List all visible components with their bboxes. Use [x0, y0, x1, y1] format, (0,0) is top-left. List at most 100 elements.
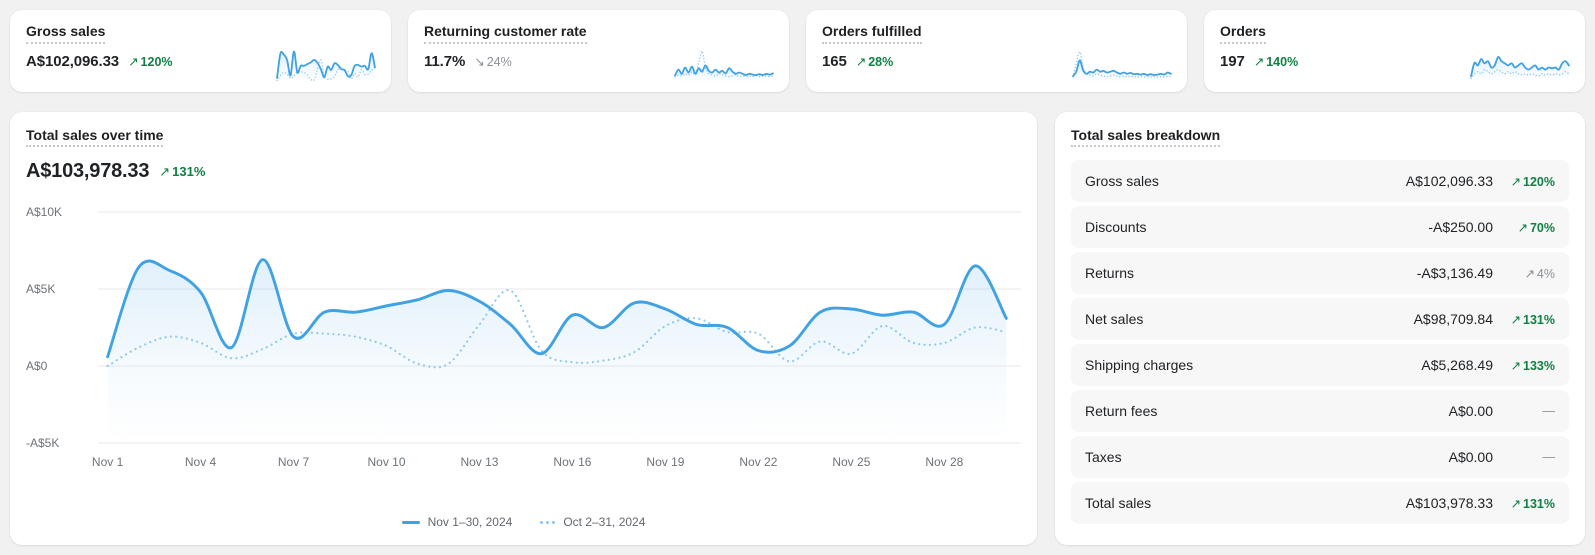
x-axis-tick-label: Nov 16 — [553, 455, 592, 470]
breakdown-row-label: Return fees — [1085, 403, 1158, 420]
delta-value: 28% — [868, 54, 894, 69]
metric-value-row: A$102,096.33 ↗ 120% — [26, 53, 375, 70]
chart-total-value: A$103,978.33 — [26, 160, 150, 183]
metric-title[interactable]: Gross sales — [26, 23, 106, 44]
breakdown-row-delta: — — [1493, 404, 1556, 419]
total-sales-chart[interactable] — [98, 205, 1021, 449]
breakdown-row-value: -A$3,136.49 — [1416, 265, 1493, 282]
breakdown-row-delta: ↗ 133% — [1493, 358, 1555, 373]
sparkline-area — [1471, 56, 1569, 83]
metric-value: 165 — [822, 52, 847, 70]
breakdown-row-value: A$0.00 — [1448, 449, 1493, 466]
total-sales-over-time-card: Total sales over time A$103,978.33 ↗ 131%… — [10, 111, 1037, 545]
y-axis-tick-label: A$5K — [26, 282, 56, 297]
breakdown-row-gross-sales: Gross sales A$102,096.33 ↗ 120% — [1071, 160, 1569, 203]
current-period-line — [106, 258, 1008, 359]
y-axis-tick-label: -A$5K — [26, 436, 60, 451]
breakdown-row-net-sales: Net sales A$98,709.84 ↗ 131% — [1071, 298, 1569, 341]
trend-arrow-icon: ↗ — [1510, 174, 1522, 189]
y-axis-tick-label: A$0 — [26, 359, 48, 374]
metric-title[interactable]: Orders — [1220, 23, 1266, 44]
delta-value: — — [1542, 450, 1556, 465]
legend-label: Nov 1–30, 2024 — [427, 515, 513, 529]
current-period-area — [107, 260, 1007, 444]
chart-plot[interactable] — [98, 205, 1021, 449]
delta-value: 70% — [1529, 220, 1555, 235]
solid-line-swatch-icon — [401, 520, 420, 524]
metric-card-orders[interactable]: Orders 197 ↗ 140% — [1204, 10, 1585, 92]
breakdown-row-value: -A$250.00 — [1428, 219, 1493, 236]
chart-delta: ↗ 131% — [159, 164, 205, 180]
breakdown-row-delta: ↗ 131% — [1493, 496, 1555, 511]
breakdown-rows: Gross sales A$102,096.33 ↗ 120% Discounts… — [1071, 160, 1569, 525]
trend-arrow-icon: ↗ — [1510, 312, 1522, 327]
breakdown-row-value: A$103,978.33 — [1405, 495, 1493, 512]
sparkline-current-line — [276, 50, 376, 79]
delta-value: — — [1542, 404, 1556, 419]
metric-value-row: 197 ↗ 140% — [1220, 53, 1569, 70]
y-axis-labels: A$10K A$5K A$0 -A$5K — [26, 205, 98, 451]
delta-value: 131% — [172, 163, 206, 179]
breakdown-row-label: Discounts — [1085, 219, 1147, 236]
breakdown-row-taxes: Taxes A$0.00 — — [1071, 436, 1569, 479]
sparkline-area — [277, 51, 375, 83]
metric-card-orders-fulfilled[interactable]: Orders fulfilled 165 ↗ 28% — [806, 10, 1187, 92]
x-axis-tick-label: Nov 28 — [925, 455, 964, 470]
trend-arrow-icon: ↗ — [1510, 496, 1522, 511]
metric-title[interactable]: Returning customer rate — [424, 23, 587, 44]
x-axis-tick-label: Nov 13 — [460, 455, 499, 470]
metric-delta: ↗ 140% — [1254, 54, 1298, 69]
delta-value: 120% — [1523, 174, 1555, 189]
chart-title[interactable]: Total sales over time — [26, 127, 164, 148]
x-axis-tick-label: Nov 1 — [91, 455, 124, 470]
breakdown-row-return-fees: Return fees A$0.00 — — [1071, 390, 1569, 433]
breakdown-row-label: Total sales — [1085, 495, 1152, 512]
x-axis-tick-label: Nov 7 — [277, 455, 310, 470]
metric-delta: ↘ 24% — [474, 54, 512, 69]
breakdown-row-label: Shipping charges — [1085, 357, 1194, 374]
chart-legend: Nov 1–30, 2024 Oct 2–31, 2024 — [26, 505, 1021, 535]
x-axis-tick-label: Nov 25 — [832, 455, 871, 470]
breakdown-title[interactable]: Total sales breakdown — [1071, 127, 1221, 148]
dotted-line-swatch-icon — [540, 520, 556, 524]
breakdown-row-delta: ↗ 120% — [1493, 174, 1555, 189]
trend-arrow-icon: ↗ — [128, 54, 139, 69]
sparkline-chart — [1470, 55, 1570, 83]
metric-value: 197 — [1220, 52, 1245, 70]
trend-arrow-icon: ↘ — [474, 54, 485, 69]
sparkline-previous-line — [1072, 50, 1172, 78]
chart-area: A$10K A$5K A$0 -A$5K — [26, 205, 1021, 451]
y-axis-tick-label: A$10K — [26, 205, 63, 220]
sparkline-current-line — [674, 64, 774, 77]
metric-value-row: 165 ↗ 28% — [822, 53, 1171, 70]
breakdown-row-label: Gross sales — [1085, 173, 1159, 190]
metric-card-gross-sales[interactable]: Gross sales A$102,096.33 ↗ 120% — [10, 10, 391, 92]
metric-value: 11.7% — [424, 52, 466, 70]
breakdown-row-value: A$0.00 — [1448, 403, 1493, 420]
metric-card-returning-customer-rate[interactable]: Returning customer rate 11.7% ↘ 24% — [408, 10, 789, 92]
previous-period-line — [106, 289, 1008, 369]
breakdown-row-delta: ↗ 131% — [1493, 312, 1555, 327]
sparkline-chart — [276, 50, 376, 83]
trend-arrow-icon: ↗ — [159, 163, 171, 179]
trend-arrow-icon: ↗ — [1524, 266, 1535, 281]
sparkline-current-line — [1072, 59, 1172, 77]
metric-title[interactable]: Orders fulfilled — [822, 23, 922, 44]
delta-value: 24% — [486, 54, 512, 69]
chart-value-row: A$103,978.33 ↗ 131% — [26, 160, 1021, 183]
total-sales-breakdown-card: Total sales breakdown Gross sales A$102,… — [1055, 111, 1585, 545]
breakdown-row-value: A$98,709.84 — [1413, 311, 1493, 328]
metric-cards-row: Gross sales A$102,096.33 ↗ 120% Returning… — [10, 10, 1585, 92]
sparkline-chart — [674, 50, 774, 83]
delta-value: 131% — [1523, 312, 1555, 327]
breakdown-row-value: A$102,096.33 — [1405, 173, 1493, 190]
breakdown-row-label: Net sales — [1085, 311, 1144, 328]
metric-value: A$102,096.33 — [26, 52, 120, 70]
legend-item-current-period: Nov 1–30, 2024 — [401, 515, 513, 529]
metric-delta: ↗ 120% — [128, 54, 172, 69]
x-axis-tick-label: Nov 19 — [646, 455, 685, 470]
sparkline-area — [1073, 59, 1171, 83]
trend-arrow-icon: ↗ — [855, 54, 867, 69]
delta-value: 140% — [1266, 54, 1299, 69]
